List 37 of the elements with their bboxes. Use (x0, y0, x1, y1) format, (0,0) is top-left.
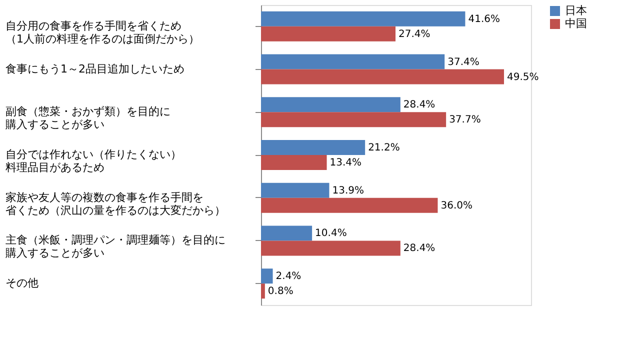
bar (261, 198, 438, 213)
legend-label: 中国 (565, 17, 587, 30)
data-label: 37.4% (448, 56, 480, 68)
data-label: 37.7% (449, 114, 481, 126)
data-label: 28.4% (403, 100, 436, 111)
data-label: 27.4% (398, 28, 430, 40)
y-tick-label: 食事にもう1～2品目追加したいため (6, 62, 184, 76)
y-tick-label: 自分用の食事を作る手間を省くため（1人前の料理を作るのは面倒だから） (6, 19, 200, 46)
y-tick-label: 自分では作れない（作りたくない）料理品目があるため (6, 148, 182, 174)
y-tick-label: 副食（惣菜・おかず類）を目的に購入することが多い (6, 105, 170, 132)
data-label: 36.0% (440, 200, 473, 212)
y-tick-label: その他 (6, 276, 38, 290)
y-tick-label: 家族や友人等の複数の食事を作る手間を省くため（沢山の量を作るのは大変だから） (6, 190, 226, 217)
bar (261, 11, 466, 26)
y-tick-label: 主食（米飯・調理パン・調理麺等）を目的に購入することが多い (6, 234, 226, 260)
data-label: 10.4% (315, 228, 347, 240)
bar (261, 226, 312, 241)
bar (261, 69, 504, 84)
data-label: 13.4% (330, 158, 362, 168)
bar (261, 284, 265, 299)
bar (261, 26, 396, 42)
data-label: 0.8% (268, 286, 294, 298)
bar (261, 140, 366, 155)
bar (261, 97, 400, 112)
legend-label: 日本 (565, 4, 587, 17)
data-label: 21.2% (368, 142, 400, 154)
bar (261, 182, 330, 198)
bar (261, 54, 445, 70)
data-label: 2.4% (276, 271, 302, 282)
data-label: 41.6% (468, 14, 500, 25)
bar (261, 240, 400, 256)
data-label: 13.9% (332, 185, 364, 196)
bar (261, 155, 327, 170)
data-label: 28.4% (403, 243, 436, 254)
bar (261, 112, 446, 128)
data-label: 49.5% (507, 72, 539, 83)
bar (261, 268, 273, 284)
